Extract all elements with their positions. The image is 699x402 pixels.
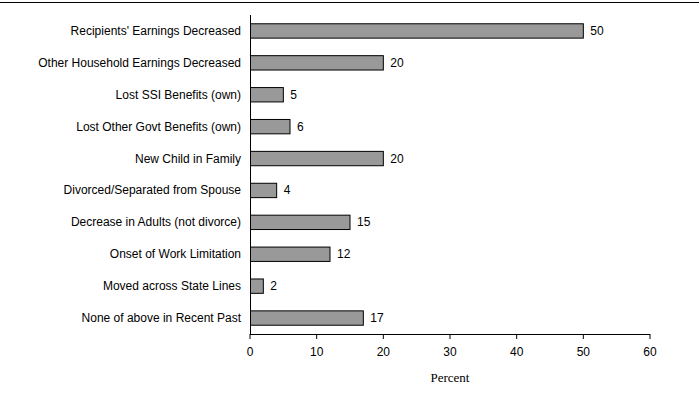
data-label: 50 xyxy=(590,24,604,38)
data-label: 2 xyxy=(270,279,277,293)
bar xyxy=(250,215,350,229)
x-tick-label: 0 xyxy=(247,345,254,359)
x-tick-label: 40 xyxy=(510,345,524,359)
x-tick xyxy=(250,334,251,339)
x-tick-label: 30 xyxy=(443,345,457,359)
x-tick xyxy=(650,334,651,339)
category-label: Lost Other Govt Benefits (own) xyxy=(76,120,241,134)
x-tick-label: 50 xyxy=(577,345,591,359)
x-tick xyxy=(383,334,384,339)
data-label: 5 xyxy=(290,88,297,102)
category-label: Divorced/Separated from Spouse xyxy=(64,183,242,197)
data-label: 20 xyxy=(390,152,404,166)
category-label: Decrease in Adults (not divorce) xyxy=(71,215,241,229)
category-label: New Child in Family xyxy=(135,152,241,166)
chart: Recipients' Earnings Decreased50Other Ho… xyxy=(0,0,699,402)
bar xyxy=(250,151,383,165)
category-label: None of above in Recent Past xyxy=(82,311,242,325)
x-tick xyxy=(583,334,584,339)
top-rule xyxy=(0,2,699,3)
bar xyxy=(250,24,583,38)
bar xyxy=(250,119,290,133)
bar xyxy=(250,247,330,261)
category-label: Onset of Work Limitation xyxy=(110,247,241,261)
bars xyxy=(250,24,583,325)
x-tick xyxy=(450,334,451,339)
x-tick-label: 10 xyxy=(310,345,324,359)
data-label: 12 xyxy=(337,247,351,261)
category-label: Lost SSI Benefits (own) xyxy=(116,88,241,102)
data-label: 6 xyxy=(297,120,304,134)
category-label: Recipients' Earnings Decreased xyxy=(71,24,241,38)
bar xyxy=(250,56,383,70)
x-tick-label: 20 xyxy=(377,345,391,359)
data-label: 17 xyxy=(370,311,384,325)
data-label: 15 xyxy=(357,215,371,229)
bar xyxy=(250,279,263,293)
x-tick xyxy=(316,334,317,339)
x-tick xyxy=(516,334,517,339)
data-label: 20 xyxy=(390,56,404,70)
y-axis xyxy=(250,15,251,334)
x-axis-label: Percent xyxy=(431,370,470,385)
bar xyxy=(250,183,277,197)
data-label: 4 xyxy=(284,183,291,197)
category-label: Moved across State Lines xyxy=(103,279,241,293)
category-label: Other Household Earnings Decreased xyxy=(38,56,241,70)
bar xyxy=(250,88,283,102)
bar xyxy=(250,311,363,325)
x-tick-label: 60 xyxy=(643,345,657,359)
